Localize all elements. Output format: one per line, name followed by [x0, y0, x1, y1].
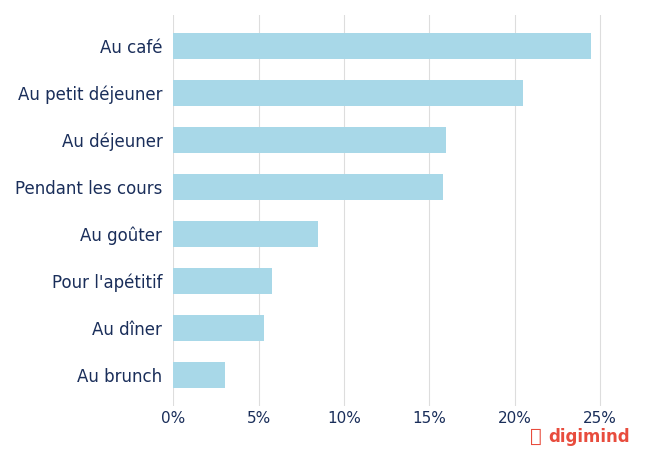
Bar [173, 127, 447, 153]
Text: ⓓ: ⓓ [530, 427, 542, 446]
Bar [173, 33, 591, 59]
Text: digimind: digimind [548, 428, 630, 446]
Bar [173, 174, 443, 200]
Bar [173, 80, 523, 106]
Bar [173, 221, 319, 247]
Bar [173, 268, 273, 294]
Bar [173, 362, 225, 388]
Bar [173, 315, 264, 341]
